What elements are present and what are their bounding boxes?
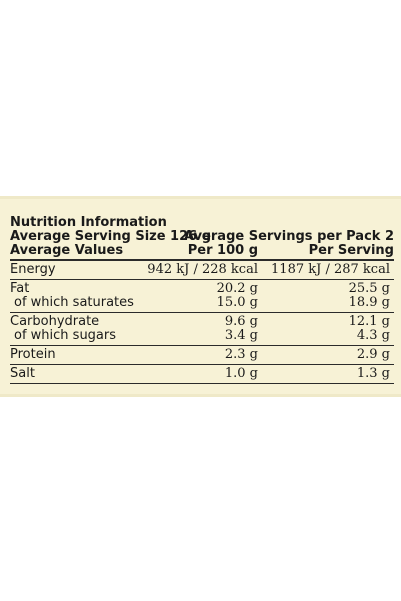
column-header-per-serving: Per Serving — [308, 243, 394, 258]
table-row: Protein 2.3 g 2.9 g — [10, 348, 394, 362]
energy-per-100g: 942 kJ / 228 kcal — [147, 262, 258, 277]
serving-size: Average Serving Size 126 g — [10, 229, 212, 244]
carbohydrate-per-serving: 12.1 g — [348, 314, 390, 329]
average-values-label: Average Values — [10, 243, 124, 258]
nutrition-table: Energy 942 kJ / 228 kcal 1187 kJ / 287 k… — [10, 259, 394, 384]
nutrition-label-panel — [0, 196, 401, 397]
nutrition-title: Nutrition Information — [10, 215, 167, 230]
table-rule-top — [10, 259, 394, 261]
table-rule — [10, 312, 394, 313]
sugars-per-100g: 3.4 g — [224, 328, 258, 343]
header-title-line: Nutrition Information — [10, 216, 394, 230]
header-serving-line: Average Serving Size 126 g Average Servi… — [10, 230, 394, 244]
energy-per-serving: 1187 kJ / 287 kcal — [271, 262, 390, 277]
nutrition-header: Nutrition Information Average Serving Si… — [10, 216, 394, 258]
row-label-sugars: of which sugars — [14, 328, 117, 343]
row-label-energy: Energy — [10, 262, 56, 277]
servings-per-pack: Average Servings per Pack 2 — [184, 229, 394, 244]
row-label-saturates: of which saturates — [14, 295, 134, 310]
row-label-fat: Fat — [10, 281, 30, 296]
protein-per-100g: 2.3 g — [224, 347, 258, 362]
fat-per-100g: 20.2 g — [216, 281, 258, 296]
panel-top-edge — [0, 196, 401, 199]
table-row: Carbohydrate 9.6 g 12.1 g — [10, 315, 394, 329]
row-label-salt: Salt — [10, 366, 35, 381]
row-label-protein: Protein — [10, 347, 56, 362]
table-row: Fat 20.2 g 25.5 g — [10, 282, 394, 296]
row-label-carbohydrate: Carbohydrate — [10, 314, 100, 329]
group-fat: Fat 20.2 g 25.5 g of which saturates 15.… — [10, 280, 394, 312]
group-energy: Energy 942 kJ / 228 kcal 1187 kJ / 287 k… — [10, 261, 394, 279]
table-rule-bottom — [10, 383, 394, 384]
panel-bottom-edge — [0, 394, 401, 397]
group-salt: Salt 1.0 g 1.3 g — [10, 365, 394, 383]
salt-per-serving: 1.3 g — [356, 366, 390, 381]
column-header-per-100g: Per 100 g — [187, 243, 258, 258]
table-row: of which saturates 15.0 g 18.9 g — [10, 296, 394, 310]
header-columns-line: Average Values Per 100 g Per Serving — [10, 244, 394, 258]
saturates-per-serving: 18.9 g — [348, 295, 390, 310]
group-carbohydrate: Carbohydrate 9.6 g 12.1 g of which sugar… — [10, 313, 394, 345]
group-protein: Protein 2.3 g 2.9 g — [10, 346, 394, 364]
table-rule — [10, 279, 394, 280]
protein-per-serving: 2.9 g — [356, 347, 390, 362]
fat-per-serving: 25.5 g — [348, 281, 390, 296]
table-rule — [10, 345, 394, 346]
table-row: Salt 1.0 g 1.3 g — [10, 367, 394, 381]
table-row: Energy 942 kJ / 228 kcal 1187 kJ / 287 k… — [10, 263, 394, 277]
carbohydrate-per-100g: 9.6 g — [224, 314, 258, 329]
saturates-per-100g: 15.0 g — [216, 295, 258, 310]
table-row: of which sugars 3.4 g 4.3 g — [10, 329, 394, 343]
table-rule — [10, 364, 394, 365]
sugars-per-serving: 4.3 g — [356, 328, 390, 343]
salt-per-100g: 1.0 g — [224, 366, 258, 381]
